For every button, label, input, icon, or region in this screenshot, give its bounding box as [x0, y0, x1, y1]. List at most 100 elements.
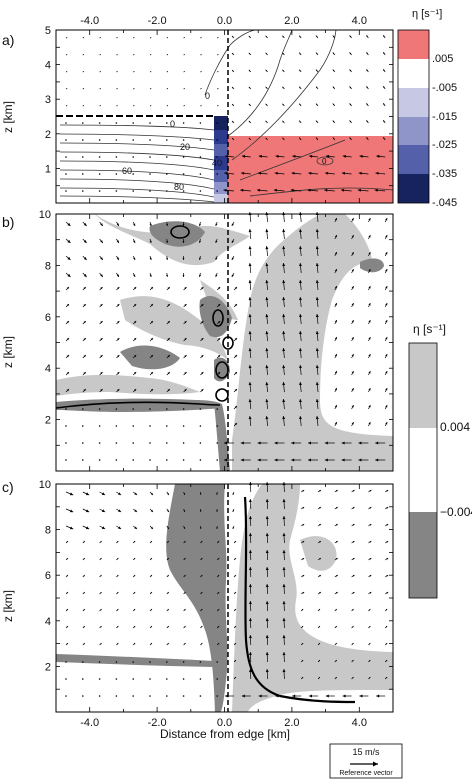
velocity-vector-head — [352, 609, 354, 611]
velocity-vector-head — [200, 37, 202, 38]
velocity-vector-head — [369, 592, 372, 594]
velocity-vector — [115, 442, 118, 444]
velocity-vector-head — [302, 524, 305, 526]
velocity-vector-head — [200, 54, 202, 55]
velocity-vector-head — [117, 304, 120, 307]
velocity-vector-head — [150, 626, 152, 628]
x-tick-label: 4.0 — [352, 717, 367, 729]
velocity-vector-head — [282, 584, 286, 588]
velocity-vector-head — [335, 592, 338, 594]
velocity-vector-head — [265, 280, 269, 284]
velocity-vector — [65, 678, 67, 680]
velocity-vector-head — [315, 348, 319, 352]
velocity-vector — [65, 139, 67, 141]
velocity-vector-head — [274, 441, 278, 445]
velocity-vector-head — [368, 422, 371, 425]
velocity-vector-head — [376, 154, 380, 158]
velocity-vector-head — [386, 592, 389, 594]
velocity-vector — [166, 156, 168, 158]
velocity-vector-head — [386, 524, 389, 526]
velocity-vector-head — [386, 575, 389, 577]
velocity-vector-head — [217, 626, 220, 628]
velocity-vector-head — [116, 223, 119, 226]
velocity-vector-head — [232, 103, 234, 106]
velocity-vector-head — [182, 240, 185, 243]
x-tick-label: -2.0 — [148, 717, 167, 729]
velocity-vector-head — [275, 694, 279, 698]
velocity-vector-head — [133, 321, 137, 324]
velocity-vector-head — [232, 510, 235, 512]
velocity-vector-head — [232, 493, 235, 495]
velocity-vector — [65, 425, 67, 427]
velocity-vector-head — [368, 405, 371, 408]
velocity-vector-head — [184, 626, 186, 628]
velocity-vector — [182, 695, 185, 697]
velocity-vector-head — [117, 338, 120, 341]
velocity-vector-head — [66, 626, 68, 628]
velocity-vector-head — [335, 609, 337, 611]
velocity-vector-head — [66, 105, 68, 106]
velocity-vector — [65, 695, 67, 697]
velocity-vector-head — [134, 526, 138, 529]
velocity-vector-head — [117, 492, 122, 495]
velocity-vector-head — [334, 286, 337, 289]
negative-vorticity-region — [56, 484, 228, 712]
velocity-vector-head — [301, 677, 304, 679]
velocity-vector-head — [234, 304, 237, 307]
velocity-vector-head — [167, 626, 169, 628]
velocity-vector-head — [368, 643, 371, 645]
velocity-vector — [166, 459, 168, 461]
velocity-vector-head — [248, 52, 251, 55]
velocity-vector-head — [383, 120, 385, 123]
velocity-vector-head — [66, 575, 68, 577]
velocity-vector-head — [319, 592, 321, 594]
velocity-vector-head — [282, 516, 286, 520]
velocity-vector-head — [265, 348, 269, 352]
panel-b-ylabel: z [km] — [1, 336, 15, 368]
velocity-vector-head — [359, 154, 363, 158]
velocity-vector-head — [83, 37, 84, 38]
velocity-vector-head — [335, 507, 338, 509]
velocity-vector-head — [184, 643, 186, 645]
velocity-vector-head — [376, 694, 380, 698]
velocity-vector-head — [335, 643, 337, 645]
velocity-vector — [199, 695, 202, 697]
velocity-vector-head — [69, 526, 74, 530]
velocity-vector — [216, 190, 218, 192]
colorbar-a-title: η [s⁻¹] — [412, 8, 442, 20]
velocity-vector — [65, 190, 67, 192]
velocity-vector — [182, 156, 185, 158]
reference-arrowhead — [373, 761, 378, 767]
velocity-vector — [199, 122, 202, 124]
velocity-vector-head — [217, 54, 219, 55]
velocity-vector-head — [368, 235, 371, 238]
y-tick-label: 4 — [45, 60, 51, 72]
velocity-vector-head — [352, 643, 354, 645]
velocity-vector-head — [385, 405, 388, 408]
panel-c-ylabel: z [km] — [1, 590, 15, 622]
velocity-vector-head — [282, 618, 286, 622]
velocity-vector-head — [265, 365, 269, 369]
velocity-vector-head — [167, 88, 168, 89]
velocity-vector-head — [116, 257, 119, 260]
velocity-vector-head — [83, 321, 86, 324]
velocity-vector-head — [315, 399, 319, 403]
colorbar-bc: η [s⁻¹] 0.004 −0.004 — [408, 322, 472, 599]
velocity-vector-head — [167, 592, 169, 594]
velocity-vector-head — [150, 372, 153, 375]
velocity-vector-head — [349, 86, 352, 89]
velocity-vector-head — [133, 240, 136, 243]
velocity-vector-head — [335, 660, 337, 662]
velocity-vector-head — [357, 188, 361, 192]
x-tick-label: -4.0 — [80, 717, 99, 729]
velocity-vector-head — [248, 516, 252, 520]
velocity-vector-head — [133, 643, 136, 645]
velocity-vector-head — [319, 575, 321, 577]
velocity-vector-head — [299, 365, 302, 369]
velocity-vector-head — [248, 533, 252, 537]
colorbar-a-label-4: -.025 — [432, 139, 457, 151]
velocity-vector-head — [358, 458, 362, 462]
velocity-vector-head — [116, 71, 118, 72]
velocity-vector-head — [301, 643, 304, 645]
velocity-vector-head — [349, 52, 352, 55]
